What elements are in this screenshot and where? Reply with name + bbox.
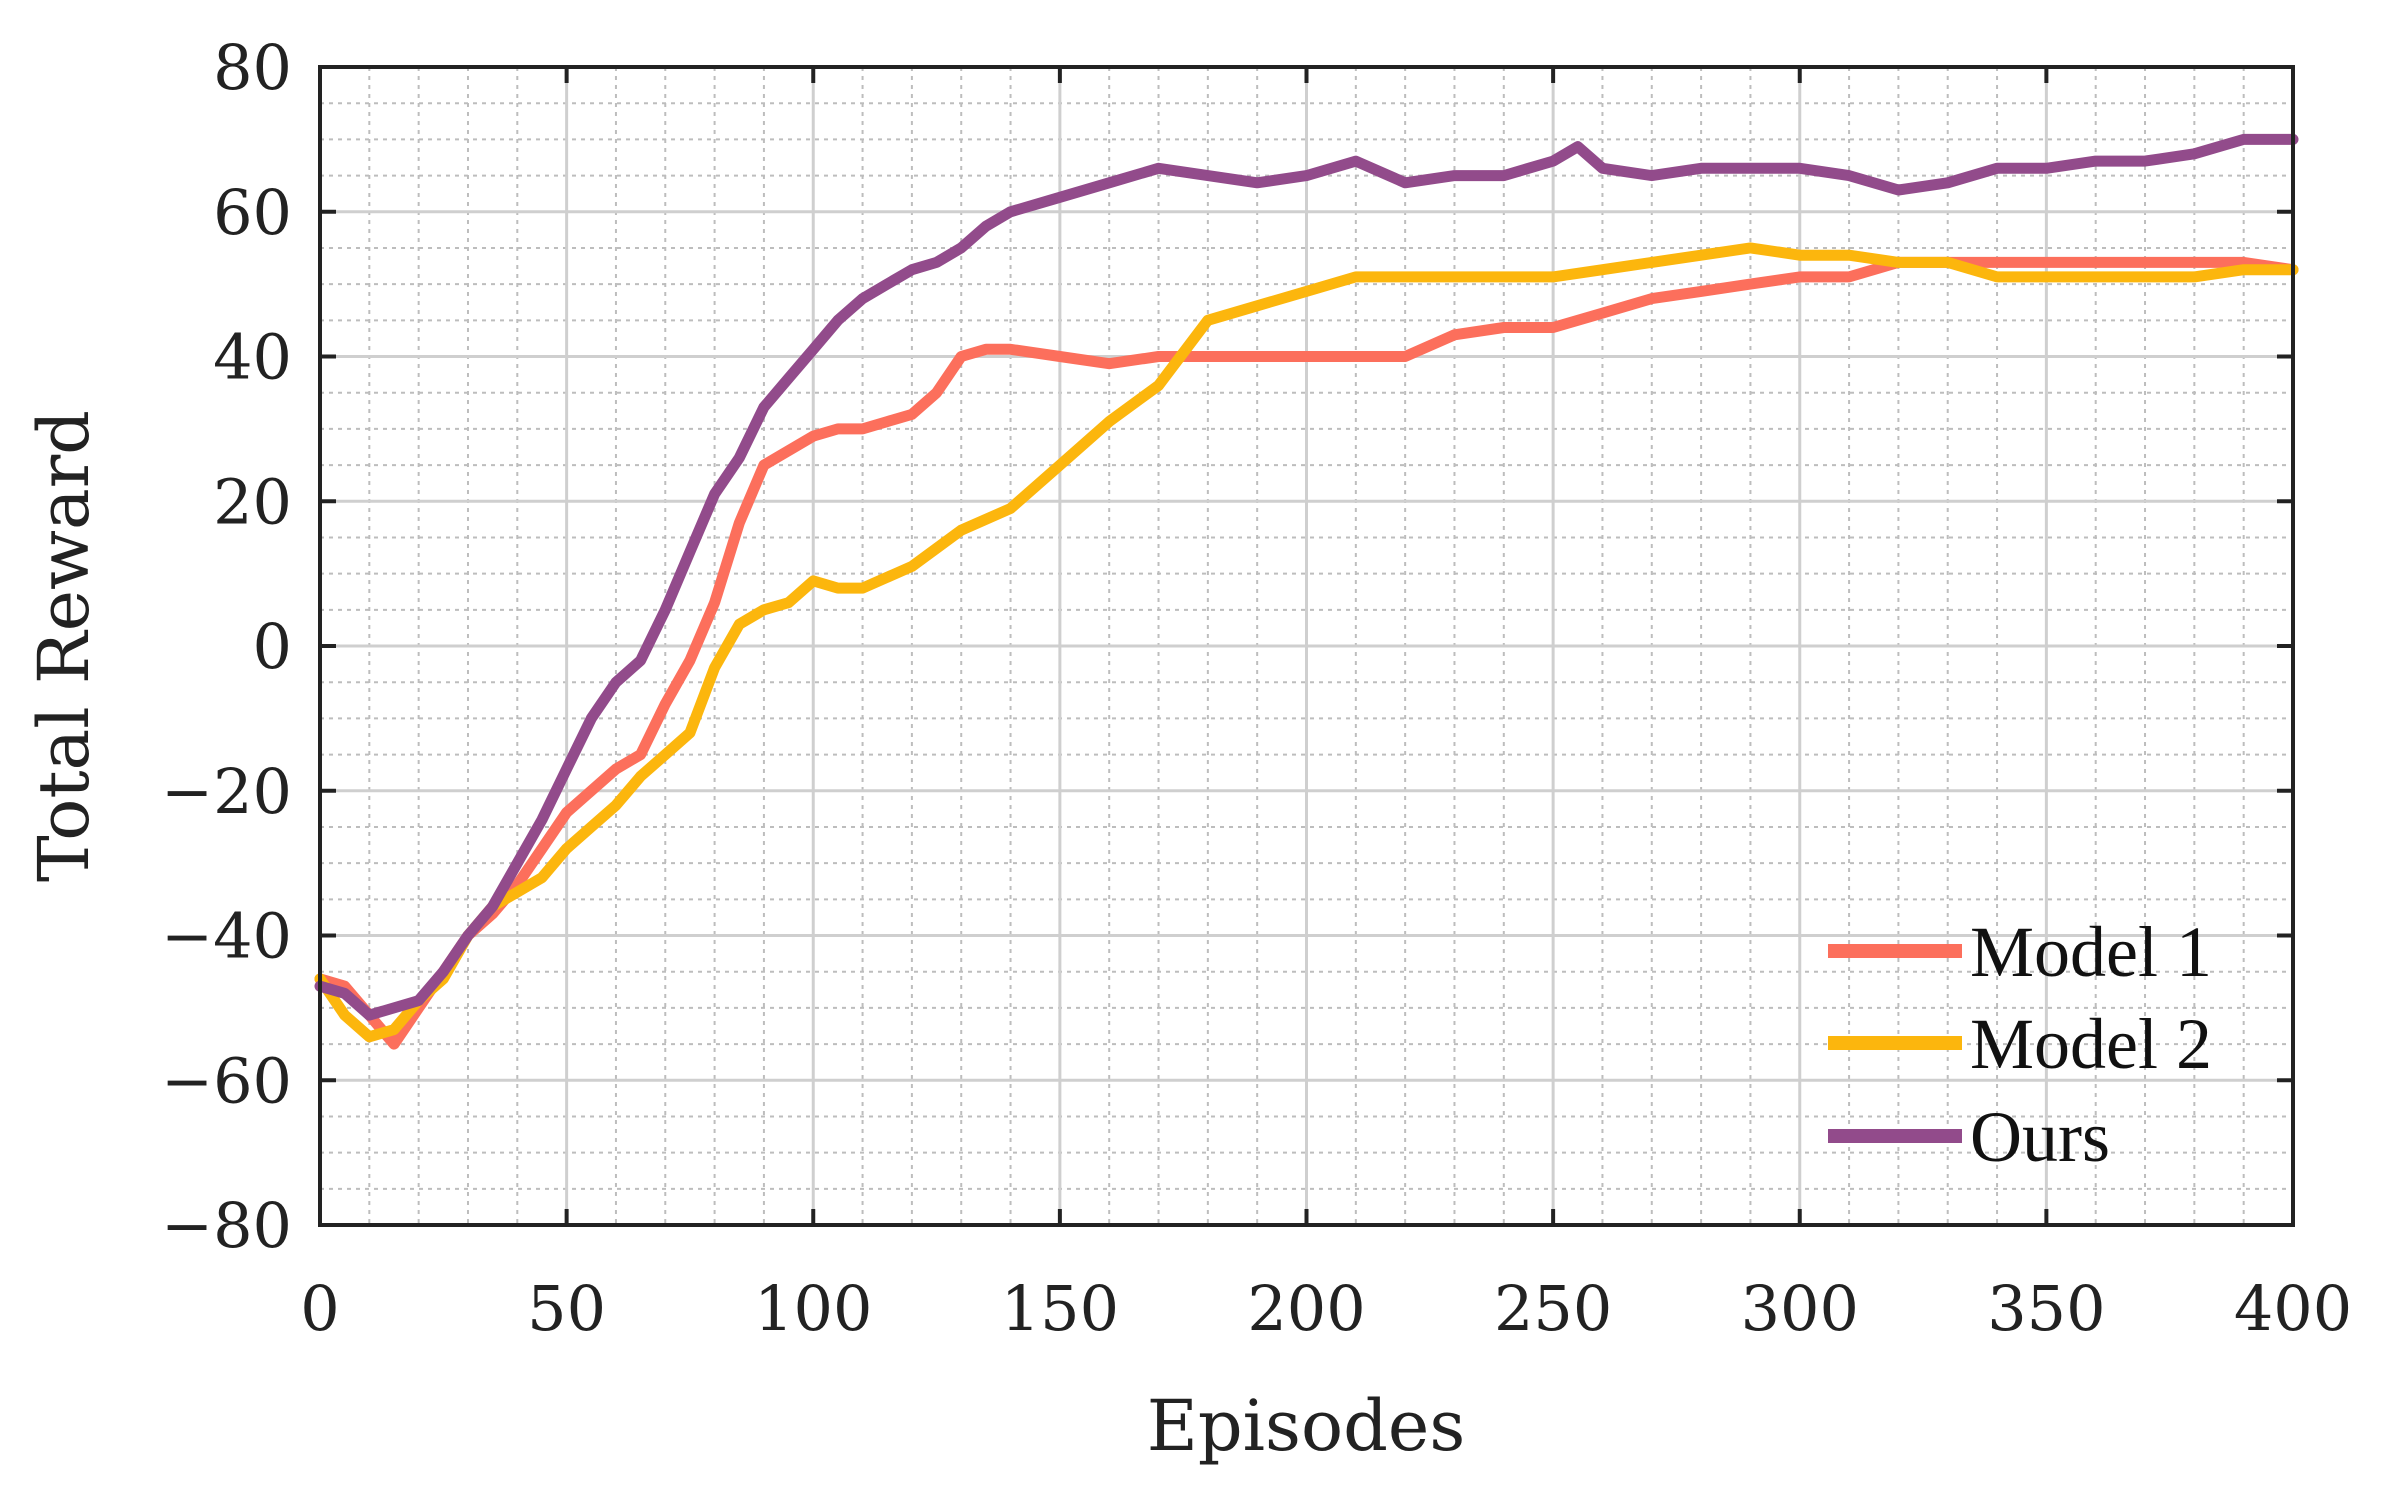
- axis-ticks: [318, 65, 2295, 1227]
- x-tick-label: 400: [2234, 1272, 2352, 1345]
- y-tick-label: −20: [161, 755, 292, 828]
- x-tick-label: 0: [300, 1272, 339, 1345]
- y-tick-labels: −80 −60 −40 −20 0 20 40 60 80: [161, 31, 292, 1262]
- legend-label-model-2: Model 2: [1970, 1004, 2212, 1084]
- y-axis-title: Total Reward: [23, 410, 105, 882]
- x-tick-label: 350: [1987, 1272, 2105, 1345]
- x-tick-label: 150: [1001, 1272, 1119, 1345]
- x-tick-label: 50: [527, 1272, 606, 1345]
- series-lines: [314, 133, 2299, 1050]
- y-tick-label: 20: [213, 465, 292, 538]
- x-tick-label: 250: [1494, 1272, 1612, 1345]
- y-tick-label: 40: [213, 321, 292, 394]
- y-tick-label: −60: [161, 1044, 292, 1117]
- legend: Model 1 Model 2 Ours: [1828, 912, 2212, 1177]
- x-tick-label: 100: [754, 1272, 872, 1345]
- x-tick-label: 200: [1247, 1272, 1365, 1345]
- x-tick-label: 300: [1741, 1272, 1859, 1345]
- y-tick-label: −40: [161, 900, 292, 973]
- x-axis-title: Episodes: [1147, 1385, 1466, 1467]
- legend-label-ours: Ours: [1970, 1097, 2110, 1177]
- series-line-model-2: [314, 242, 2299, 1043]
- y-tick-label: 80: [213, 31, 292, 104]
- y-tick-label: 60: [213, 176, 292, 249]
- series-line-ours: [314, 133, 2299, 1021]
- y-tick-label: 0: [253, 610, 292, 683]
- legend-label-model-1: Model 1: [1970, 912, 2212, 992]
- series-line-model-1: [314, 256, 2299, 1050]
- y-tick-label: −80: [161, 1189, 292, 1262]
- x-tick-labels: 0 50 100 150 200 250 300 350 400: [300, 1272, 2352, 1345]
